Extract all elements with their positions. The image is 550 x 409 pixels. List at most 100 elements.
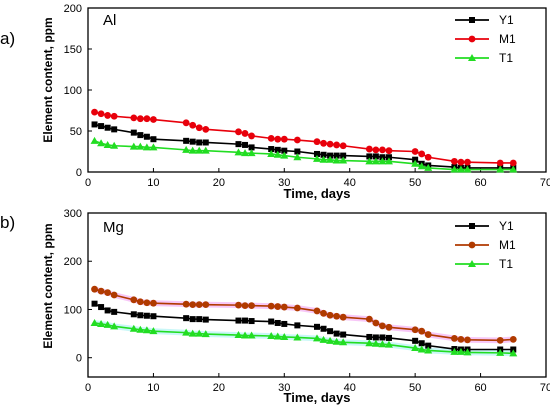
panel-a-point-m1	[248, 132, 255, 140]
panel-b-point-t1	[450, 347, 459, 355]
panel-a-point-t1	[293, 153, 302, 161]
panel-b-y-tick-label: 200	[64, 256, 82, 268]
panel-a-y-tick-label: 200	[64, 3, 82, 15]
panel-a-point-m1	[464, 158, 471, 166]
panel-a-point-y1	[202, 139, 209, 146]
panel-a-point-t1	[326, 155, 335, 163]
panel-a-point-t1	[103, 140, 112, 148]
panel-b-point-t1	[110, 322, 119, 330]
panel-b-legend-marker-t1	[468, 260, 476, 267]
panel-a-x-tick-label: 60	[474, 177, 486, 189]
panel-a-point-m1	[339, 142, 347, 150]
panel-b-point-t1	[241, 331, 250, 339]
panel-b-point-m1	[313, 307, 321, 315]
panel-a-legend-marker-t1	[468, 54, 476, 61]
panel-a-point-m1	[424, 153, 432, 161]
panel-b-point-y1	[268, 318, 275, 325]
panel-a-point-t1	[417, 162, 426, 170]
panel-b-point-t1	[332, 337, 341, 345]
panel-b-point-y1	[242, 317, 249, 324]
panel-a-point-t1	[365, 157, 374, 165]
panel-b-point-t1	[234, 331, 243, 339]
panel-a-point-t1	[267, 149, 276, 157]
panel-a-point-m1	[280, 135, 288, 143]
panel-a-legend-marker-y1	[469, 17, 475, 23]
panel-b-label: b)	[0, 213, 15, 232]
panel-b-point-t1	[463, 348, 472, 356]
panel-a-point-m1	[385, 147, 393, 155]
panel-b-point-m1	[104, 289, 112, 296]
panel-a-point-m1	[104, 112, 112, 119]
panel-b-point-m1	[195, 301, 203, 309]
panel-b-point-y1	[340, 331, 347, 338]
panel-a-point-m1	[496, 159, 504, 167]
panel-b-legend-marker-y1	[469, 223, 475, 229]
panel-b-point-m1	[130, 296, 138, 304]
panel-b-point-y1	[320, 325, 327, 332]
panel-a-point-y1	[268, 146, 275, 153]
panel-a-point-y1	[242, 141, 249, 148]
panel-a-point-t1	[195, 146, 204, 154]
panel-a-point-t1	[273, 150, 282, 158]
panel-b-point-t1	[247, 331, 256, 339]
panel-a-point-m1	[150, 116, 157, 123]
panel-a-point-y1	[104, 124, 111, 131]
panel-a-series-line-m1	[94, 111, 514, 164]
panel-b-point-t1	[182, 328, 191, 336]
panel-a-legend-label-y1: Y1	[499, 13, 514, 27]
panel-b-legend-label-m1: M1	[499, 238, 516, 252]
panel-b-point-m1	[97, 287, 105, 295]
panel-a-y-tick-label: 100	[64, 85, 82, 97]
panel-a-point-m1	[326, 140, 334, 148]
panel-b-y-tick-label: 100	[64, 304, 82, 316]
panel-b-point-y1	[189, 316, 196, 323]
panel-a-point-m1	[91, 108, 98, 116]
panel-a-point-y1	[235, 141, 242, 148]
panel-b-point-t1	[417, 345, 426, 353]
panel-b-point-m1	[150, 299, 157, 307]
panel-a-point-y1	[137, 132, 144, 139]
panel-a-point-y1	[281, 147, 288, 154]
panel-b-point-t1	[496, 348, 505, 356]
panel-b-x-tick-label: 70	[540, 382, 550, 394]
panel-b-point-m1	[91, 285, 98, 293]
panel-b-point-t1	[339, 338, 348, 346]
panel-b-point-t1	[313, 334, 321, 342]
panel-b-point-m1	[326, 311, 334, 319]
panel-b-point-t1	[273, 332, 282, 340]
panel-a-point-t1	[110, 141, 119, 149]
panel-a-point-t1	[201, 146, 210, 154]
panel-a-point-y1	[111, 126, 118, 133]
panel-b-point-t1	[411, 344, 420, 352]
panel-a-point-y1	[385, 154, 392, 161]
panel-a-point-m1	[130, 114, 138, 122]
panel-a-element-label: Al	[103, 12, 116, 29]
panel-b-point-y1	[248, 318, 255, 325]
panel-a-point-y1	[274, 146, 281, 153]
panel-b-point-t1	[97, 319, 106, 327]
panel-b-point-t1	[378, 340, 387, 348]
panel-b-point-t1	[195, 329, 204, 337]
panel-a-point-y1	[248, 144, 255, 151]
panel-a-point-y1	[189, 138, 196, 145]
panel-b-point-y1	[412, 337, 419, 344]
panel-a-point-m1	[241, 130, 249, 137]
panel-b-point-m1	[339, 313, 347, 321]
panel-a-point-y1	[98, 123, 105, 130]
panel-a-point-t1	[450, 165, 459, 173]
panel-b-point-m1	[182, 300, 190, 308]
panel-a: a) Al Time, days Element content, ppm 0 1…	[0, 3, 550, 201]
panel-a-x-tick-label: 70	[540, 177, 550, 189]
panel-b-point-y1	[418, 340, 425, 347]
panel-b-x-tick-label: 10	[147, 382, 159, 394]
panel-a-point-t1	[97, 139, 106, 147]
panel-a-point-t1	[313, 154, 321, 162]
panel-a-point-y1	[320, 151, 327, 158]
panel-b-point-t1	[201, 330, 210, 338]
panel-b-x-tick-label: 30	[278, 382, 290, 394]
panel-a-label: a)	[0, 29, 15, 48]
panel-b-point-m1	[372, 319, 380, 327]
panel-b-point-y1	[235, 317, 242, 324]
panel-a-y-tick-label: 150	[64, 44, 82, 56]
